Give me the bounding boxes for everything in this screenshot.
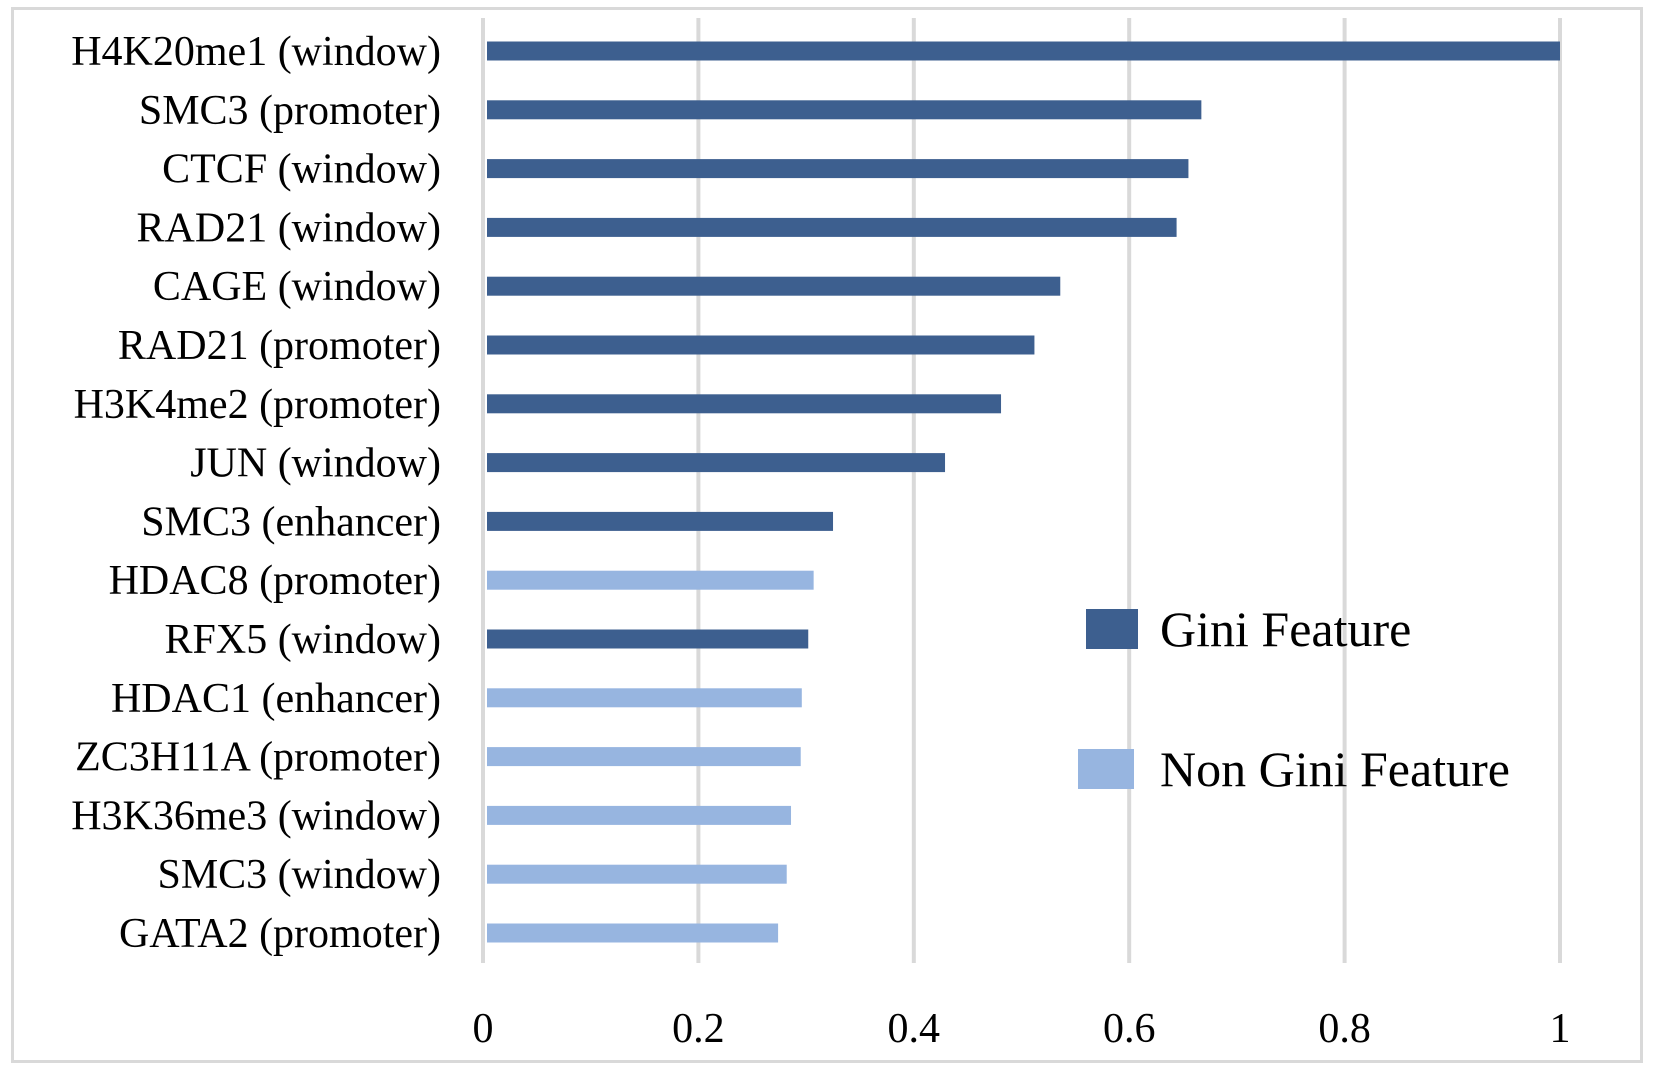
category-label-3: RAD21 (window) [137, 205, 441, 251]
category-label-5: RAD21 (promoter) [118, 323, 441, 369]
legend: Gini Feature Non Gini Feature [1078, 601, 1510, 797]
category-label-9: HDAC8 (promoter) [109, 558, 441, 604]
bar-12 [487, 747, 801, 767]
bar-10 [487, 629, 809, 649]
category-label-12: ZC3H11A (promoter) [75, 735, 441, 781]
category-label-10: RFX5 (window) [164, 617, 441, 663]
category-label-11: HDAC1 (enhancer) [111, 676, 441, 722]
category-label-2: CTCF (window) [162, 147, 441, 193]
bar-11 [487, 688, 802, 708]
category-label-7: JUN (window) [190, 441, 441, 487]
bar-6 [487, 394, 1002, 414]
category-label-13: H3K36me3 (window) [71, 793, 441, 839]
x-tick-label-4: 0.8 [1318, 1006, 1371, 1052]
category-label-4: CAGE (window) [153, 264, 441, 310]
bar-5 [487, 335, 1035, 355]
category-label-14: SMC3 (window) [157, 852, 441, 898]
x-tick-label-1: 0.2 [672, 1006, 725, 1052]
category-label-1: SMC3 (promoter) [139, 88, 441, 134]
category-label-0: H4K20me1 (window) [71, 29, 441, 75]
bar-8 [487, 511, 834, 531]
category-label-8: SMC3 (enhancer) [141, 499, 441, 545]
bar-1 [487, 100, 1202, 120]
bars [487, 41, 1560, 943]
bar-15 [487, 923, 779, 943]
bar-2 [487, 159, 1189, 179]
bar-4 [487, 276, 1061, 296]
x-tick-label-2: 0.4 [888, 1006, 941, 1052]
legend-swatch-0 [1086, 609, 1138, 649]
x-axis-ticks: 0 0.2 0.4 0.6 0.8 1 [473, 1006, 1571, 1052]
x-tick-label-3: 0.6 [1103, 1006, 1156, 1052]
legend-label-1: Non Gini Feature [1160, 741, 1510, 797]
bar-9 [487, 570, 814, 590]
bar-0 [487, 41, 1560, 61]
bar-13 [487, 805, 792, 825]
legend-swatch-1 [1078, 749, 1134, 789]
bar-3 [487, 217, 1177, 237]
category-label-15: GATA2 (promoter) [119, 911, 441, 957]
category-label-6: H3K4me2 (promoter) [74, 382, 441, 428]
category-labels: H4K20me1 (window) SMC3 (promoter) CTCF (wi… [71, 29, 441, 957]
bar-7 [487, 453, 946, 473]
x-tick-label-0: 0 [473, 1006, 494, 1052]
legend-label-0: Gini Feature [1160, 601, 1411, 657]
bar-14 [487, 864, 787, 884]
x-tick-label-5: 1 [1550, 1006, 1571, 1052]
chart-frame [11, 7, 1643, 1063]
